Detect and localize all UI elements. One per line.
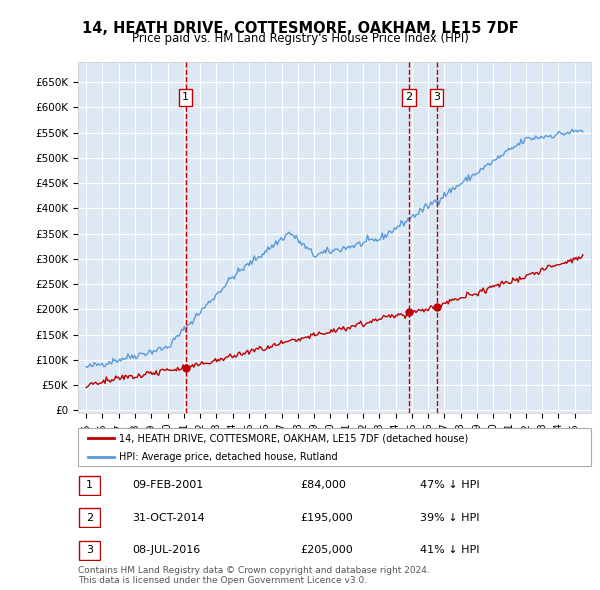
Text: 39% ↓ HPI: 39% ↓ HPI — [420, 513, 479, 523]
Text: 14, HEATH DRIVE, COTTESMORE, OAKHAM, LE15 7DF: 14, HEATH DRIVE, COTTESMORE, OAKHAM, LE1… — [82, 21, 518, 35]
Text: Price paid vs. HM Land Registry's House Price Index (HPI): Price paid vs. HM Land Registry's House … — [131, 32, 469, 45]
Text: 1: 1 — [86, 480, 93, 490]
FancyBboxPatch shape — [79, 540, 100, 560]
Text: 3: 3 — [86, 545, 93, 555]
FancyBboxPatch shape — [79, 476, 100, 495]
FancyBboxPatch shape — [78, 428, 591, 466]
Text: £205,000: £205,000 — [300, 545, 353, 555]
Text: Contains HM Land Registry data © Crown copyright and database right 2024.
This d: Contains HM Land Registry data © Crown c… — [78, 566, 430, 585]
Text: 1: 1 — [182, 92, 189, 102]
Text: 2: 2 — [406, 92, 413, 102]
Text: 2: 2 — [86, 513, 93, 523]
Text: 08-JUL-2016: 08-JUL-2016 — [132, 545, 200, 555]
Text: 3: 3 — [433, 92, 440, 102]
Text: 47% ↓ HPI: 47% ↓ HPI — [420, 480, 479, 490]
Text: 09-FEB-2001: 09-FEB-2001 — [132, 480, 203, 490]
Text: 14, HEATH DRIVE, COTTESMORE, OAKHAM, LE15 7DF (detached house): 14, HEATH DRIVE, COTTESMORE, OAKHAM, LE1… — [119, 434, 468, 444]
Text: £195,000: £195,000 — [300, 513, 353, 523]
Text: £84,000: £84,000 — [300, 480, 346, 490]
Text: HPI: Average price, detached house, Rutland: HPI: Average price, detached house, Rutl… — [119, 451, 338, 461]
Text: 31-OCT-2014: 31-OCT-2014 — [132, 513, 205, 523]
FancyBboxPatch shape — [79, 508, 100, 527]
Text: 41% ↓ HPI: 41% ↓ HPI — [420, 545, 479, 555]
